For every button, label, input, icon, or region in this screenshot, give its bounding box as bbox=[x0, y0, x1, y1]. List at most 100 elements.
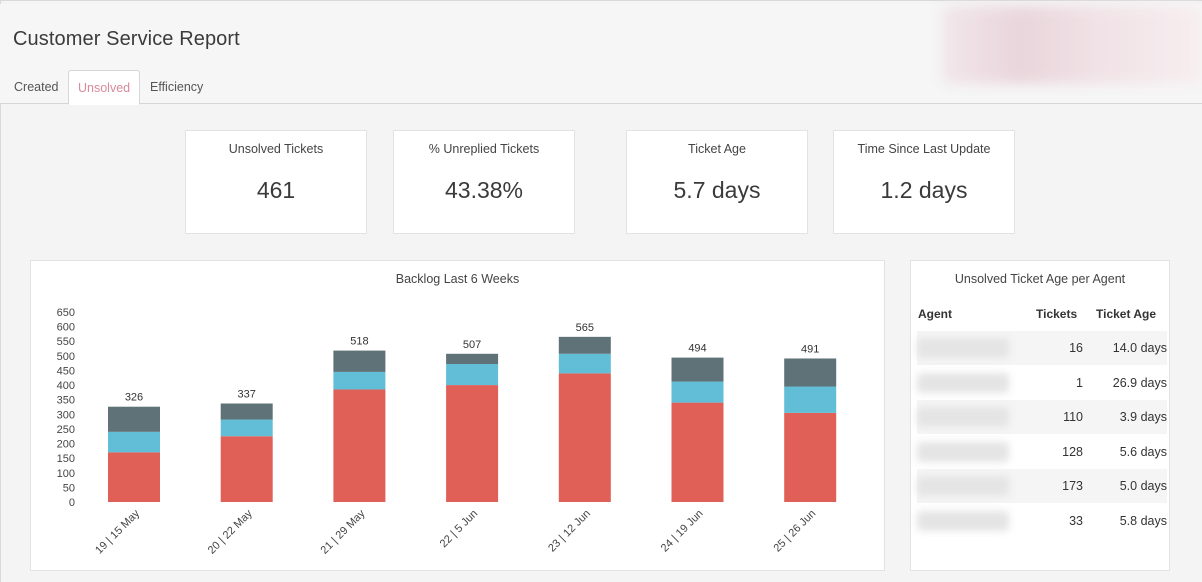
agent-table-title: Unsolved Ticket Age per Agent bbox=[954, 272, 1126, 286]
kpi-value: 43.38% bbox=[444, 177, 523, 203]
bar-segment[interactable] bbox=[446, 353, 499, 365]
cell-tickets: 173 bbox=[1062, 479, 1083, 493]
bar-segment[interactable] bbox=[220, 436, 273, 502]
y-tick-label: 0 bbox=[69, 497, 75, 509]
bar-segment[interactable] bbox=[108, 452, 160, 502]
backlog-chart: 0 50 100 150 200 250 300 350 400 450 500 550 600 650 3… bbox=[57, 307, 837, 557]
bar-segment[interactable] bbox=[671, 381, 724, 403]
x-tick-label: 19 | 15 May bbox=[93, 507, 142, 556]
y-tick-label: 650 bbox=[57, 307, 75, 319]
agent-age-panel: Unsolved Ticket Age per Agent Agent Tick… bbox=[910, 260, 1170, 571]
y-tick-label: 550 bbox=[57, 336, 75, 348]
y-tick-label: 350 bbox=[57, 395, 75, 407]
bar-segment[interactable] bbox=[558, 336, 611, 354]
cell-ticket-age: 5.8 days bbox=[1119, 513, 1167, 528]
bar-total-label: 507 bbox=[463, 339, 481, 351]
tab-created[interactable]: Created bbox=[14, 80, 59, 94]
bar-total-label: 491 bbox=[801, 343, 819, 355]
x-tick-label: 21 | 29 May bbox=[319, 507, 368, 556]
y-tick-label: 600 bbox=[57, 322, 75, 334]
tab-efficiency[interactable]: Efficiency bbox=[150, 80, 204, 94]
agent-name-redacted bbox=[917, 407, 1009, 427]
bar-segment[interactable] bbox=[784, 386, 837, 413]
cell-tickets: 16 bbox=[1069, 341, 1083, 355]
bar-total-label: 337 bbox=[238, 388, 256, 400]
bar-segment[interactable] bbox=[446, 364, 499, 386]
bar-segment[interactable] bbox=[108, 406, 160, 432]
chart-title: Backlog Last 6 Weeks bbox=[395, 272, 520, 286]
y-tick-label: 50 bbox=[63, 482, 75, 494]
y-tick-label: 450 bbox=[57, 365, 75, 377]
agent-name-redacted bbox=[917, 476, 1009, 496]
bar-segment[interactable] bbox=[671, 402, 724, 502]
y-tick-label: 150 bbox=[57, 453, 75, 465]
page-title: Customer Service Report bbox=[13, 28, 240, 50]
y-tick-label: 100 bbox=[57, 468, 75, 480]
agent-name-redacted bbox=[917, 338, 1009, 358]
bar-segment[interactable] bbox=[220, 403, 273, 420]
cell-ticket-age: 26.9 days bbox=[1112, 375, 1167, 390]
kpi-value: 461 bbox=[256, 177, 296, 203]
table-row[interactable]: 128 5.6 days bbox=[917, 435, 1167, 469]
bar-total-label: 494 bbox=[688, 343, 706, 355]
y-tick-label: 400 bbox=[57, 380, 75, 392]
table-row[interactable]: 173 5.0 days bbox=[917, 469, 1167, 503]
col-header-agent[interactable]: Agent bbox=[918, 307, 952, 321]
bar-total-label: 565 bbox=[576, 322, 594, 334]
bar-segment[interactable] bbox=[333, 350, 386, 372]
cell-tickets: 128 bbox=[1062, 444, 1083, 459]
kpi-card-time-since-update: Time Since Last Update 1.2 days bbox=[833, 130, 1015, 234]
table-row[interactable]: 33 5.8 days bbox=[917, 504, 1167, 538]
bar-segment[interactable] bbox=[558, 373, 611, 502]
cell-ticket-age: 5.6 days bbox=[1119, 444, 1167, 459]
bar-segment[interactable] bbox=[784, 412, 837, 502]
col-header-tickets[interactable]: Tickets bbox=[1036, 307, 1078, 321]
tab-bar: Created Unsolved Efficiency bbox=[0, 70, 1202, 105]
x-tick-label: 22 | 5 Jun bbox=[438, 508, 481, 551]
x-tick-label: 23 | 12 Jun bbox=[546, 508, 593, 555]
cell-tickets: 33 bbox=[1069, 513, 1083, 528]
agent-name-redacted bbox=[917, 441, 1009, 462]
kpi-value: 1.2 days bbox=[880, 177, 968, 203]
kpi-card-ticket-age: Ticket Age 5.7 days bbox=[626, 130, 808, 234]
kpi-label: Time Since Last Update bbox=[857, 142, 991, 156]
bar-segment[interactable] bbox=[671, 357, 724, 382]
kpi-label: Unsolved Tickets bbox=[228, 142, 324, 156]
bar-segment[interactable] bbox=[333, 389, 386, 502]
kpi-card-unsolved-tickets: Unsolved Tickets 461 bbox=[185, 130, 367, 234]
cell-ticket-age: 5.0 days bbox=[1119, 479, 1167, 493]
kpi-label: Ticket Age bbox=[688, 142, 746, 156]
table-row[interactable]: 110 3.9 days bbox=[917, 400, 1167, 434]
tab-unsolved[interactable]: Unsolved bbox=[68, 70, 141, 105]
y-tick-label: 500 bbox=[57, 351, 75, 363]
x-tick-label: 25 | 26 Jun bbox=[771, 508, 818, 555]
kpi-label: % Unreplied Tickets bbox=[428, 142, 540, 156]
redacted-logo bbox=[942, 6, 1202, 84]
bar-segment[interactable] bbox=[108, 431, 160, 453]
bar-segment[interactable] bbox=[220, 419, 273, 437]
table-row[interactable]: 1 26.9 days bbox=[917, 366, 1167, 400]
bar-segment[interactable] bbox=[784, 358, 837, 387]
cell-ticket-age: 3.9 days bbox=[1119, 410, 1167, 424]
x-tick-label: 20 | 22 May bbox=[206, 507, 255, 556]
cell-tickets: 110 bbox=[1063, 410, 1083, 424]
agent-name-redacted bbox=[917, 510, 1009, 531]
table-row[interactable]: 16 14.0 days bbox=[917, 331, 1167, 365]
x-tick-label: 24 | 19 Jun bbox=[659, 508, 706, 555]
backlog-chart-panel: Backlog Last 6 Weeks 0 50 100 150 200 250 300 3… bbox=[30, 260, 885, 571]
y-tick-label: 200 bbox=[57, 439, 75, 451]
bar-total-label: 518 bbox=[350, 336, 368, 348]
bar-segment[interactable] bbox=[446, 385, 499, 502]
bar-segment[interactable] bbox=[333, 371, 386, 390]
col-header-ticket-age[interactable]: Ticket Age bbox=[1096, 307, 1157, 321]
cell-ticket-age: 14.0 days bbox=[1112, 341, 1167, 355]
y-tick-label: 300 bbox=[57, 409, 75, 421]
kpi-value: 5.7 days bbox=[673, 177, 761, 203]
y-tick-label: 250 bbox=[57, 424, 75, 436]
bar-segment[interactable] bbox=[558, 353, 611, 374]
kpi-card-unreplied-tickets: % Unreplied Tickets 43.38% bbox=[393, 130, 575, 234]
bar-total-label: 326 bbox=[125, 392, 143, 404]
cell-tickets: 1 bbox=[1076, 375, 1083, 390]
agent-name-redacted bbox=[917, 372, 1009, 393]
